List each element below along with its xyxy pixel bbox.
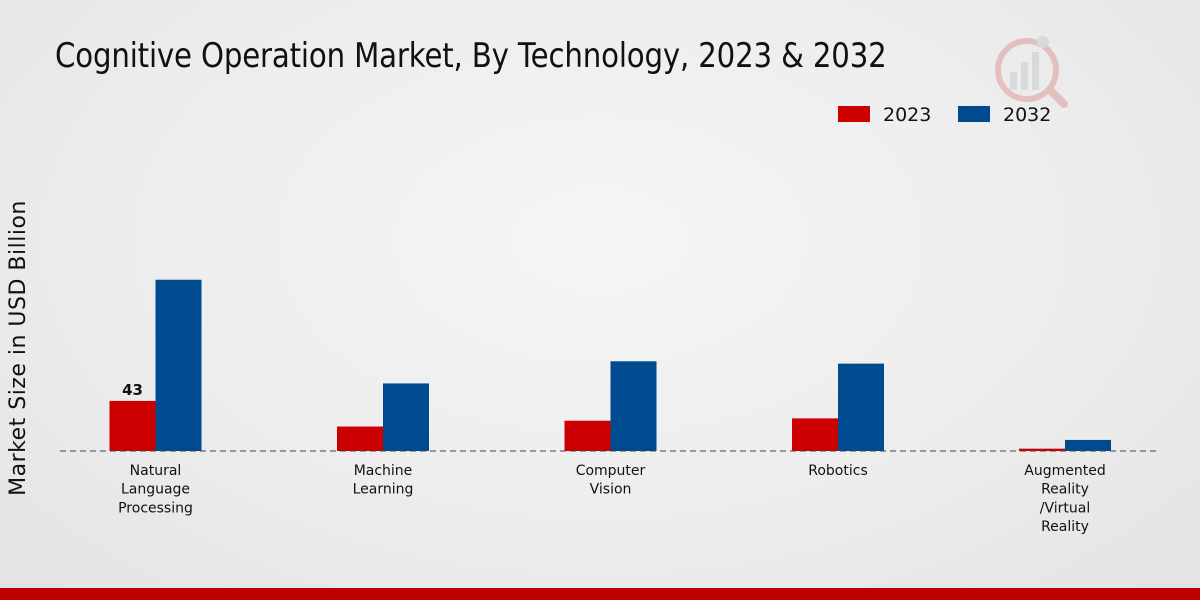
x-tick-label-4-0: Augmented [1024,463,1105,479]
x-tick-label-4-3: Reality [1041,519,1089,535]
x-tick-label-4-1: Reality [1041,482,1089,498]
x-tick-label-4-2: /Virtual [1040,500,1090,516]
legend-label-2023: 2023 [883,104,931,126]
legend-label-2032: 2032 [1003,104,1051,126]
bar-2032-3 [838,363,884,451]
data-label-0: 43 [122,381,143,399]
bar-2023-3 [792,418,838,451]
data-labels: 43 [122,381,143,399]
footer-bar [0,588,1200,600]
x-tick-label-0-1: Language [121,482,190,498]
chart-title: Cognitive Operation Market, By Technolog… [55,36,887,76]
y-axis: Market Size in USD Billion [6,200,31,496]
bar-2023-2 [564,420,611,451]
x-tick-label-2-1: Vision [590,482,632,498]
bar-2032-2 [610,361,657,451]
bar-2032-0 [155,279,202,451]
bar-2023-4 [1019,448,1065,451]
legend-swatch-2032 [958,106,990,122]
x-tick-label-0-2: Processing [118,500,193,516]
bar-2023-1 [337,426,383,451]
y-axis-label: Market Size in USD Billion [6,200,31,496]
x-tick-label-1-1: Learning [353,482,414,498]
x-tick-label-2-0: Computer [576,463,646,479]
x-tick-label-0-0: Natural [130,463,182,479]
legend: 2023 2032 [838,104,1051,126]
x-tick-labels: Natural Language Processing Machine Learning… [118,463,1106,535]
legend-swatch-2023 [838,106,870,122]
x-tick-label-1-0: Machine [354,463,413,479]
watermark-logo [995,36,1068,108]
bar-2032-1 [383,383,429,451]
bars [109,279,1111,451]
x-tick-label-3-0: Robotics [808,463,868,479]
bar-2023-0 [109,400,156,451]
bar-2032-4 [1065,439,1111,451]
